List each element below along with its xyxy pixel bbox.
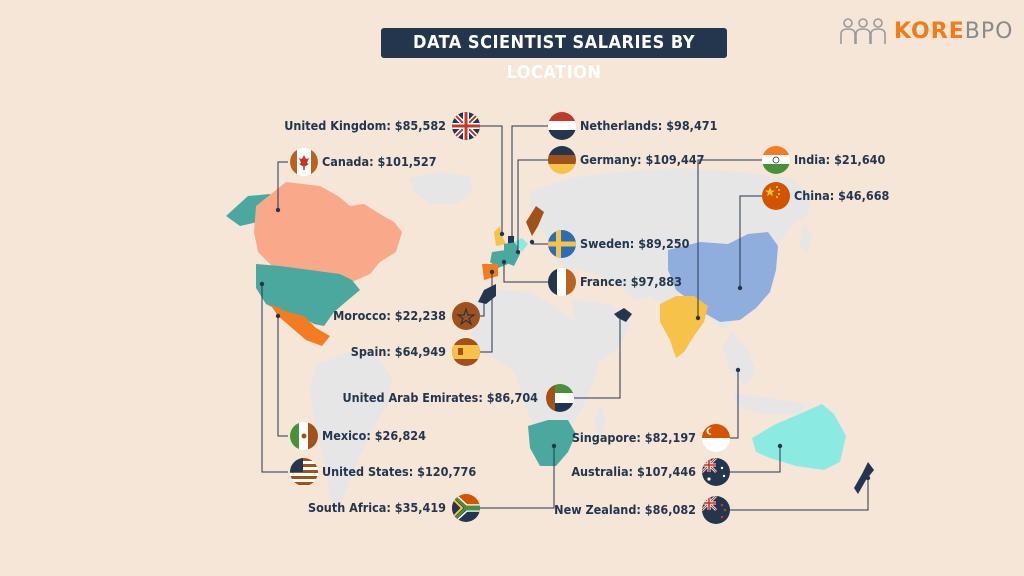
brand-secondary: BPO xyxy=(964,18,1014,44)
mexico-shape xyxy=(270,304,330,346)
dot-united-states xyxy=(259,281,265,287)
southeast-asia xyxy=(722,332,756,386)
leader-line-australia xyxy=(730,446,781,473)
dot-south-africa xyxy=(551,443,557,449)
canada-flag-icon xyxy=(290,148,318,176)
page-title: DATA SCIENTIST SALARIES BY LOCATION xyxy=(381,28,727,83)
label-china: China: $46,668 xyxy=(794,188,890,203)
label-france: France: $97,883 xyxy=(580,274,682,289)
brand-primary: KORE xyxy=(894,18,965,44)
singapore-flag-icon xyxy=(702,424,730,452)
label-singapore: Singapore: $82,197 xyxy=(571,430,696,445)
mexico-flag-icon xyxy=(290,422,318,450)
india-shape xyxy=(660,296,708,358)
france-flag-icon xyxy=(548,268,576,296)
label-united-kingdom: United Kingdom: $85,582 xyxy=(284,118,446,133)
people-group-icon xyxy=(840,18,886,44)
label-uae: United Arab Emirates: $86,704 xyxy=(342,390,538,405)
leader-line-uae xyxy=(572,316,621,399)
australia-shape xyxy=(752,404,846,470)
leader-line-united-states xyxy=(261,284,288,473)
label-sweden: Sweden: $89,250 xyxy=(580,236,690,251)
south-africa-shape xyxy=(528,420,576,466)
dot-france xyxy=(501,259,507,265)
dot-sweden xyxy=(529,239,535,245)
label-australia: Australia: $107,446 xyxy=(571,464,696,479)
label-morocco: Morocco: $22,238 xyxy=(333,308,446,323)
leader-line-morocco xyxy=(478,298,485,317)
uk-shape xyxy=(494,226,506,246)
leader-line-new-zealand xyxy=(730,478,869,511)
leader-dots xyxy=(259,207,871,481)
leader-line-canada xyxy=(277,161,288,210)
germany-flag-icon xyxy=(548,146,576,174)
leader-line-united-kingdom xyxy=(480,125,503,234)
leader-line-south-africa xyxy=(478,446,555,509)
label-mexico: Mexico: $26,824 xyxy=(322,428,426,443)
norway-sweden-shape xyxy=(526,206,544,236)
uae-flag-icon xyxy=(546,384,574,412)
dot-canada xyxy=(275,207,281,213)
leader-line-netherlands xyxy=(511,125,548,238)
leader-line-india xyxy=(697,159,762,318)
brand-logo: KOREBPO xyxy=(840,14,1013,48)
canada-shape xyxy=(254,182,402,282)
uae-shape xyxy=(614,308,632,322)
leader-line-china xyxy=(739,195,762,288)
label-south-africa: South Africa: $35,419 xyxy=(307,500,446,515)
label-spain: Spain: $64,949 xyxy=(350,344,446,359)
spain-flag-icon xyxy=(452,338,480,366)
dot-united-kingdom xyxy=(499,231,505,237)
label-germany: Germany: $109,447 xyxy=(580,152,705,167)
dot-netherlands xyxy=(509,235,515,241)
new-zealand-shape xyxy=(854,462,874,494)
indonesia xyxy=(734,394,806,414)
netherlands-flag-icon xyxy=(548,112,576,140)
south-africa-flag-icon xyxy=(452,494,480,522)
leader-line-germany xyxy=(517,159,548,252)
leader-line-sweden xyxy=(531,242,548,245)
greenland xyxy=(410,172,472,204)
leader-line-spain xyxy=(478,272,493,353)
usa-flag-icon xyxy=(290,458,318,486)
morocco-flag-icon xyxy=(452,302,480,330)
dot-singapore xyxy=(735,367,741,373)
uk-flag-icon xyxy=(452,112,480,140)
label-netherlands: Netherlands: $98,471 xyxy=(580,118,718,133)
leader-line-mexico xyxy=(277,316,288,437)
india-flag-icon xyxy=(762,146,790,174)
madagascar xyxy=(594,404,606,440)
dot-spain xyxy=(489,269,495,275)
label-canada: Canada: $101,527 xyxy=(322,154,437,169)
dot-australia xyxy=(777,443,783,449)
new-zealand-flag-icon xyxy=(702,496,730,524)
australia-flag-icon xyxy=(702,458,730,486)
china-flag-icon xyxy=(762,182,790,210)
dot-morocco xyxy=(481,295,487,301)
dot-mexico xyxy=(275,313,281,319)
label-united-states: United States: $120,776 xyxy=(322,464,477,479)
leader-line-france xyxy=(503,262,548,283)
dot-germany xyxy=(515,249,521,255)
germany-shape xyxy=(504,242,520,266)
south-america xyxy=(310,352,392,512)
dot-china xyxy=(737,285,743,291)
label-new-zealand: New Zealand: $86,082 xyxy=(554,502,696,517)
highlighted-countries xyxy=(226,182,874,494)
dot-new-zealand xyxy=(865,475,871,481)
sweden-flag-icon xyxy=(548,230,576,258)
japan xyxy=(800,222,812,252)
label-india: India: $21,640 xyxy=(794,152,886,167)
dot-uae xyxy=(617,313,623,319)
dot-india xyxy=(695,315,701,321)
